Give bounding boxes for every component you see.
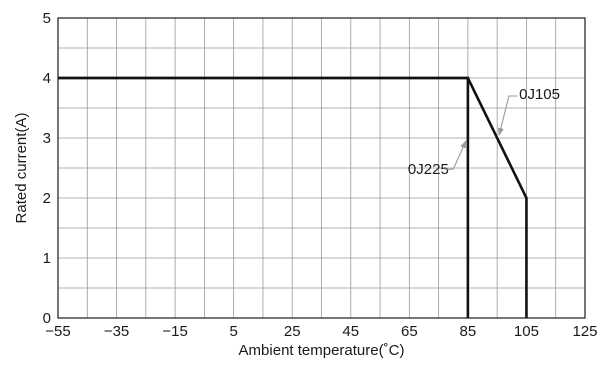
x-axis-title: Ambient temperature(˚C) — [239, 342, 405, 359]
x-tick-label: −35 — [104, 323, 129, 340]
x-tick-label: 125 — [572, 323, 597, 340]
annotations: 0J105 0J225 — [408, 86, 560, 178]
x-tick-label: 105 — [514, 323, 539, 340]
y-tick-label: 3 — [43, 130, 51, 147]
x-tick-label: 85 — [460, 323, 477, 340]
annotation-label-0j225: 0J225 — [408, 161, 449, 178]
annotation-leader-0j225 — [444, 140, 467, 170]
y-axis-title: Rated current(A) — [13, 113, 30, 224]
annotation-leader-0j105 — [497, 95, 518, 136]
x-tick-label: −55 — [45, 323, 70, 340]
x-tick-labels: −55 −35 −15 5 25 45 65 85 105 125 — [45, 323, 597, 340]
y-tick-label: 2 — [43, 190, 51, 207]
x-tick-label: 5 — [229, 323, 237, 340]
y-tick-label: 1 — [43, 250, 51, 267]
y-tick-label: 4 — [43, 70, 51, 87]
x-tick-label: 65 — [401, 323, 418, 340]
y-tick-labels: 0 1 2 3 4 5 — [43, 10, 51, 327]
series-line-0j105 — [58, 76, 528, 318]
series-lines — [58, 76, 528, 318]
grid — [57, 17, 586, 319]
x-tick-label: 45 — [342, 323, 359, 340]
y-tick-label: 5 — [43, 10, 51, 27]
y-tick-label: 0 — [43, 310, 51, 327]
annotation-label-0j105: 0J105 — [519, 86, 560, 103]
x-tick-label: −15 — [162, 323, 187, 340]
x-tick-label: 25 — [284, 323, 301, 340]
plot-frame — [57, 17, 586, 319]
